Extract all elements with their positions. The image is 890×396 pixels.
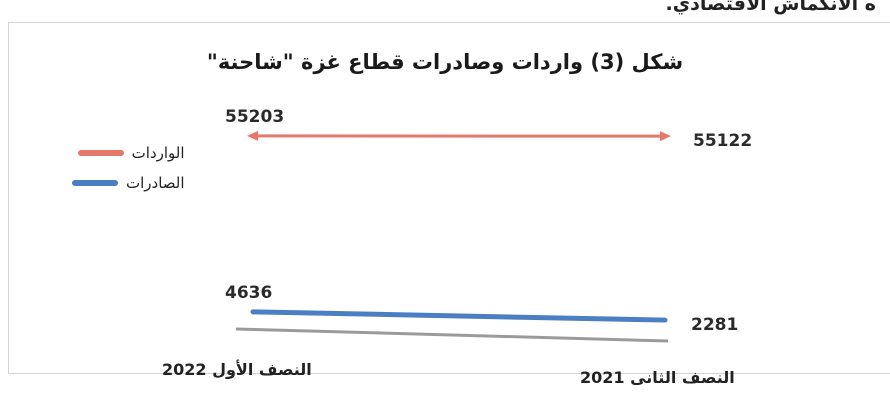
legend-label-exports: الصادرات xyxy=(126,174,185,192)
chart-legend: الواردات الصادرات xyxy=(72,138,185,198)
category-label-h1-2022: النصف الأول 2022 xyxy=(162,360,312,379)
cropped-top-text: ه الانكماش الاقتصادي. xyxy=(665,0,876,15)
category-label-h2-2021: النصف الثانى 2021 xyxy=(580,368,735,387)
data-label-1-0: 4636 xyxy=(225,283,272,303)
series-arrowhead-0-1 xyxy=(660,131,671,142)
chart-title: شكل (3) واردات وصادرات قطاع غزة "شاحنة" xyxy=(206,50,684,74)
x-axis-line xyxy=(235,327,669,343)
series-arrowhead-0-0 xyxy=(247,130,258,141)
legend-item-exports: الصادرات xyxy=(72,168,185,198)
data-label-0-1: 55122 xyxy=(693,131,752,151)
legend-item-imports: الواردات xyxy=(72,138,185,168)
chart-frame xyxy=(8,22,890,374)
legend-label-imports: الواردات xyxy=(131,144,185,162)
legend-swatch-exports xyxy=(72,180,118,186)
data-label-1-1: 2281 xyxy=(691,315,738,335)
data-label-0-0: 55203 xyxy=(225,107,284,127)
legend-swatch-imports xyxy=(77,150,124,156)
series-line-1 xyxy=(250,309,668,323)
